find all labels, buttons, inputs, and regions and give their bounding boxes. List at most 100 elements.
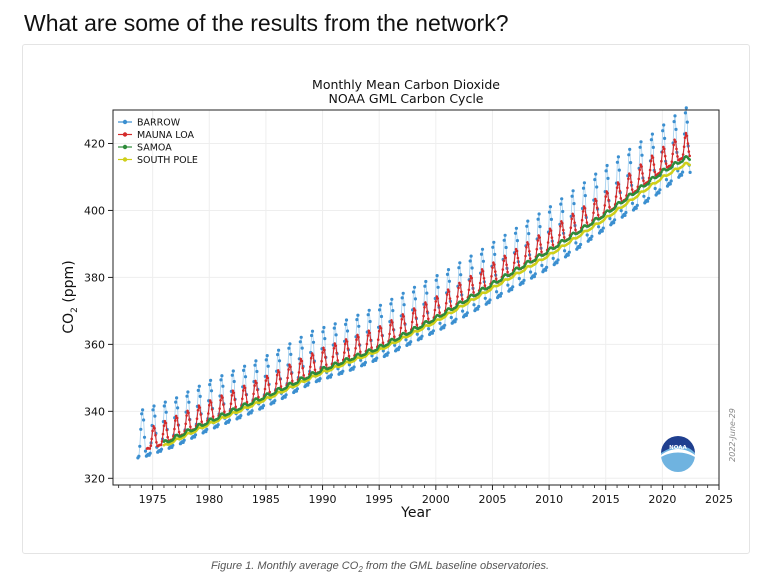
data-point (504, 256, 508, 260)
data-point (151, 408, 155, 412)
data-point (427, 317, 430, 321)
data-point (549, 217, 554, 221)
data-point (472, 291, 475, 294)
data-point (322, 325, 326, 330)
data-point (664, 162, 668, 165)
data-point (481, 259, 485, 263)
data-point (614, 204, 618, 208)
x-tick-label: 1990 (309, 493, 337, 506)
data-point (468, 279, 472, 283)
data-point (605, 163, 609, 168)
data-point (634, 206, 638, 210)
date-stamp: 2022-June-29 (728, 408, 737, 462)
data-point (284, 393, 288, 397)
data-point (275, 382, 278, 385)
data-point (685, 134, 689, 137)
data-point (449, 315, 453, 320)
data-point (659, 167, 662, 171)
data-point (613, 218, 617, 222)
data-point (264, 358, 268, 362)
data-point (368, 319, 372, 324)
data-point (447, 279, 451, 283)
data-point (222, 403, 225, 406)
data-point (642, 179, 645, 182)
data-point (288, 342, 292, 346)
data-point (493, 252, 497, 256)
data-point (436, 285, 440, 289)
data-point (675, 147, 678, 151)
data-point (404, 338, 408, 342)
data-point (628, 147, 632, 151)
data-point (322, 346, 325, 350)
data-point (255, 381, 258, 385)
data-point (174, 400, 178, 404)
data-point (223, 410, 226, 414)
data-point (415, 332, 419, 336)
data-point (546, 241, 550, 244)
data-point (380, 334, 384, 337)
data-point (310, 329, 315, 333)
data-point (627, 177, 630, 181)
data-point (334, 344, 338, 348)
data-point (618, 189, 622, 193)
data-point (199, 413, 203, 416)
data-point (366, 313, 370, 317)
data-point (481, 270, 485, 273)
co2-line-chart: 1975 1980 1985 1990 1995 2000 2005 2010 2015 2020… (61, 77, 737, 521)
data-point (273, 399, 277, 403)
data-point (321, 351, 324, 354)
data-point (559, 202, 563, 206)
data-point (320, 359, 323, 363)
data-point (567, 250, 571, 254)
data-point (357, 335, 360, 339)
data-point (672, 120, 676, 124)
data-point (410, 320, 414, 324)
data-point (592, 211, 595, 215)
data-point (419, 337, 423, 341)
legend-item: MAUNA LOA (118, 130, 195, 141)
data-point (377, 329, 381, 333)
data-point (393, 343, 397, 347)
data-point (559, 225, 562, 228)
legend-item: BARROW (118, 118, 181, 129)
data-point (422, 314, 425, 318)
data-point (385, 353, 389, 357)
data-point (334, 333, 338, 337)
data-point (345, 340, 349, 343)
data-point (242, 389, 245, 392)
data-point (153, 414, 157, 418)
data-point (404, 329, 407, 333)
data-point (467, 288, 471, 292)
data-point (558, 233, 561, 237)
data-point (608, 205, 611, 209)
data-point (626, 186, 629, 190)
data-point (331, 355, 335, 359)
data-point (471, 283, 474, 287)
data-point (185, 394, 189, 398)
data-point (499, 291, 503, 296)
data-point (153, 427, 156, 430)
data-point (437, 304, 441, 307)
data-point (487, 301, 491, 305)
data-point (264, 379, 268, 383)
data-point (431, 329, 435, 333)
data-point (545, 265, 549, 269)
data-point (343, 342, 347, 346)
data-point (535, 247, 539, 251)
data-point (640, 153, 644, 157)
data-point (356, 313, 360, 317)
data-point (200, 420, 203, 424)
data-point (573, 221, 576, 224)
data-point (366, 334, 370, 337)
data-point (458, 261, 462, 265)
data-point (676, 155, 679, 158)
data-point (369, 338, 373, 342)
data-point (311, 340, 316, 344)
data-point (469, 254, 473, 258)
legend-label: BARROW (137, 118, 181, 129)
data-point (307, 381, 311, 385)
data-point (483, 296, 487, 300)
data-point (379, 327, 383, 330)
data-point (506, 283, 510, 287)
data-point (400, 296, 404, 300)
